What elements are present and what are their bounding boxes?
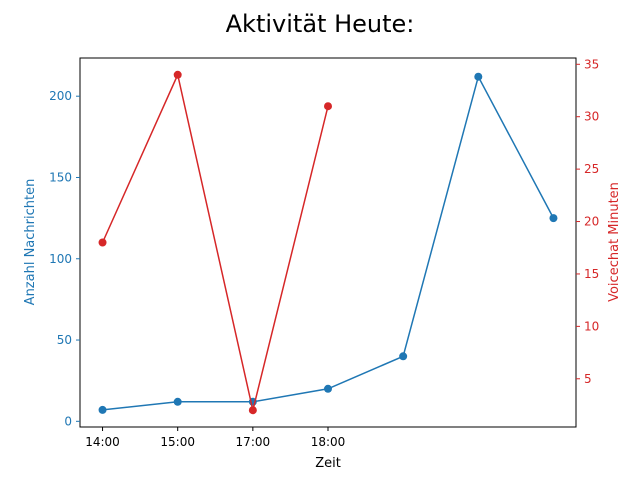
left-y-tick-label: 200 <box>49 89 72 103</box>
x-tick-label: 14:00 <box>85 435 120 449</box>
data-point-left <box>474 72 483 81</box>
data-point-left <box>173 397 182 406</box>
right-y-tick-label: 25 <box>584 162 599 176</box>
series-line-left <box>102 74 555 411</box>
data-point-left <box>399 352 408 361</box>
right-y-tick-label: 35 <box>584 57 599 71</box>
x-tick-label: 15:00 <box>160 435 195 449</box>
right-y-tick-label: 20 <box>584 215 599 229</box>
x-axis-label: Zeit <box>315 456 341 471</box>
right-y-tick-label: 15 <box>584 267 599 281</box>
data-point-right <box>248 406 257 415</box>
left-y-tick-label: 50 <box>57 333 72 347</box>
x-tick-label: 17:00 <box>236 435 271 449</box>
chart-title: Aktivität Heute: <box>226 10 415 38</box>
right-y-tick-label: 5 <box>584 372 592 386</box>
plot-area: 14:00 15:00 17:00 18:00 0 50 100 150 200 5 10 15 20 2… <box>49 57 599 449</box>
data-point-right <box>98 238 107 247</box>
left-y-tick-label: 0 <box>64 414 72 428</box>
data-point-right <box>324 102 332 111</box>
plot-frame <box>79 57 577 428</box>
right-y-axis-label: Voicechat Minuten <box>607 182 622 302</box>
left-y-tick-label: 100 <box>49 252 72 266</box>
right-y-tick-label: 10 <box>584 319 599 333</box>
series-line-right <box>101 72 329 411</box>
data-point-left <box>549 214 558 223</box>
left-y-tick-label: 150 <box>49 170 72 184</box>
left-y-axis-label: Anzahl Nachrichten <box>23 179 38 306</box>
data-point-right <box>173 70 182 79</box>
data-point-left <box>324 384 332 393</box>
x-tick-label: 18:00 <box>311 435 346 449</box>
right-y-tick-label: 30 <box>584 110 599 124</box>
data-point-left <box>98 405 107 414</box>
